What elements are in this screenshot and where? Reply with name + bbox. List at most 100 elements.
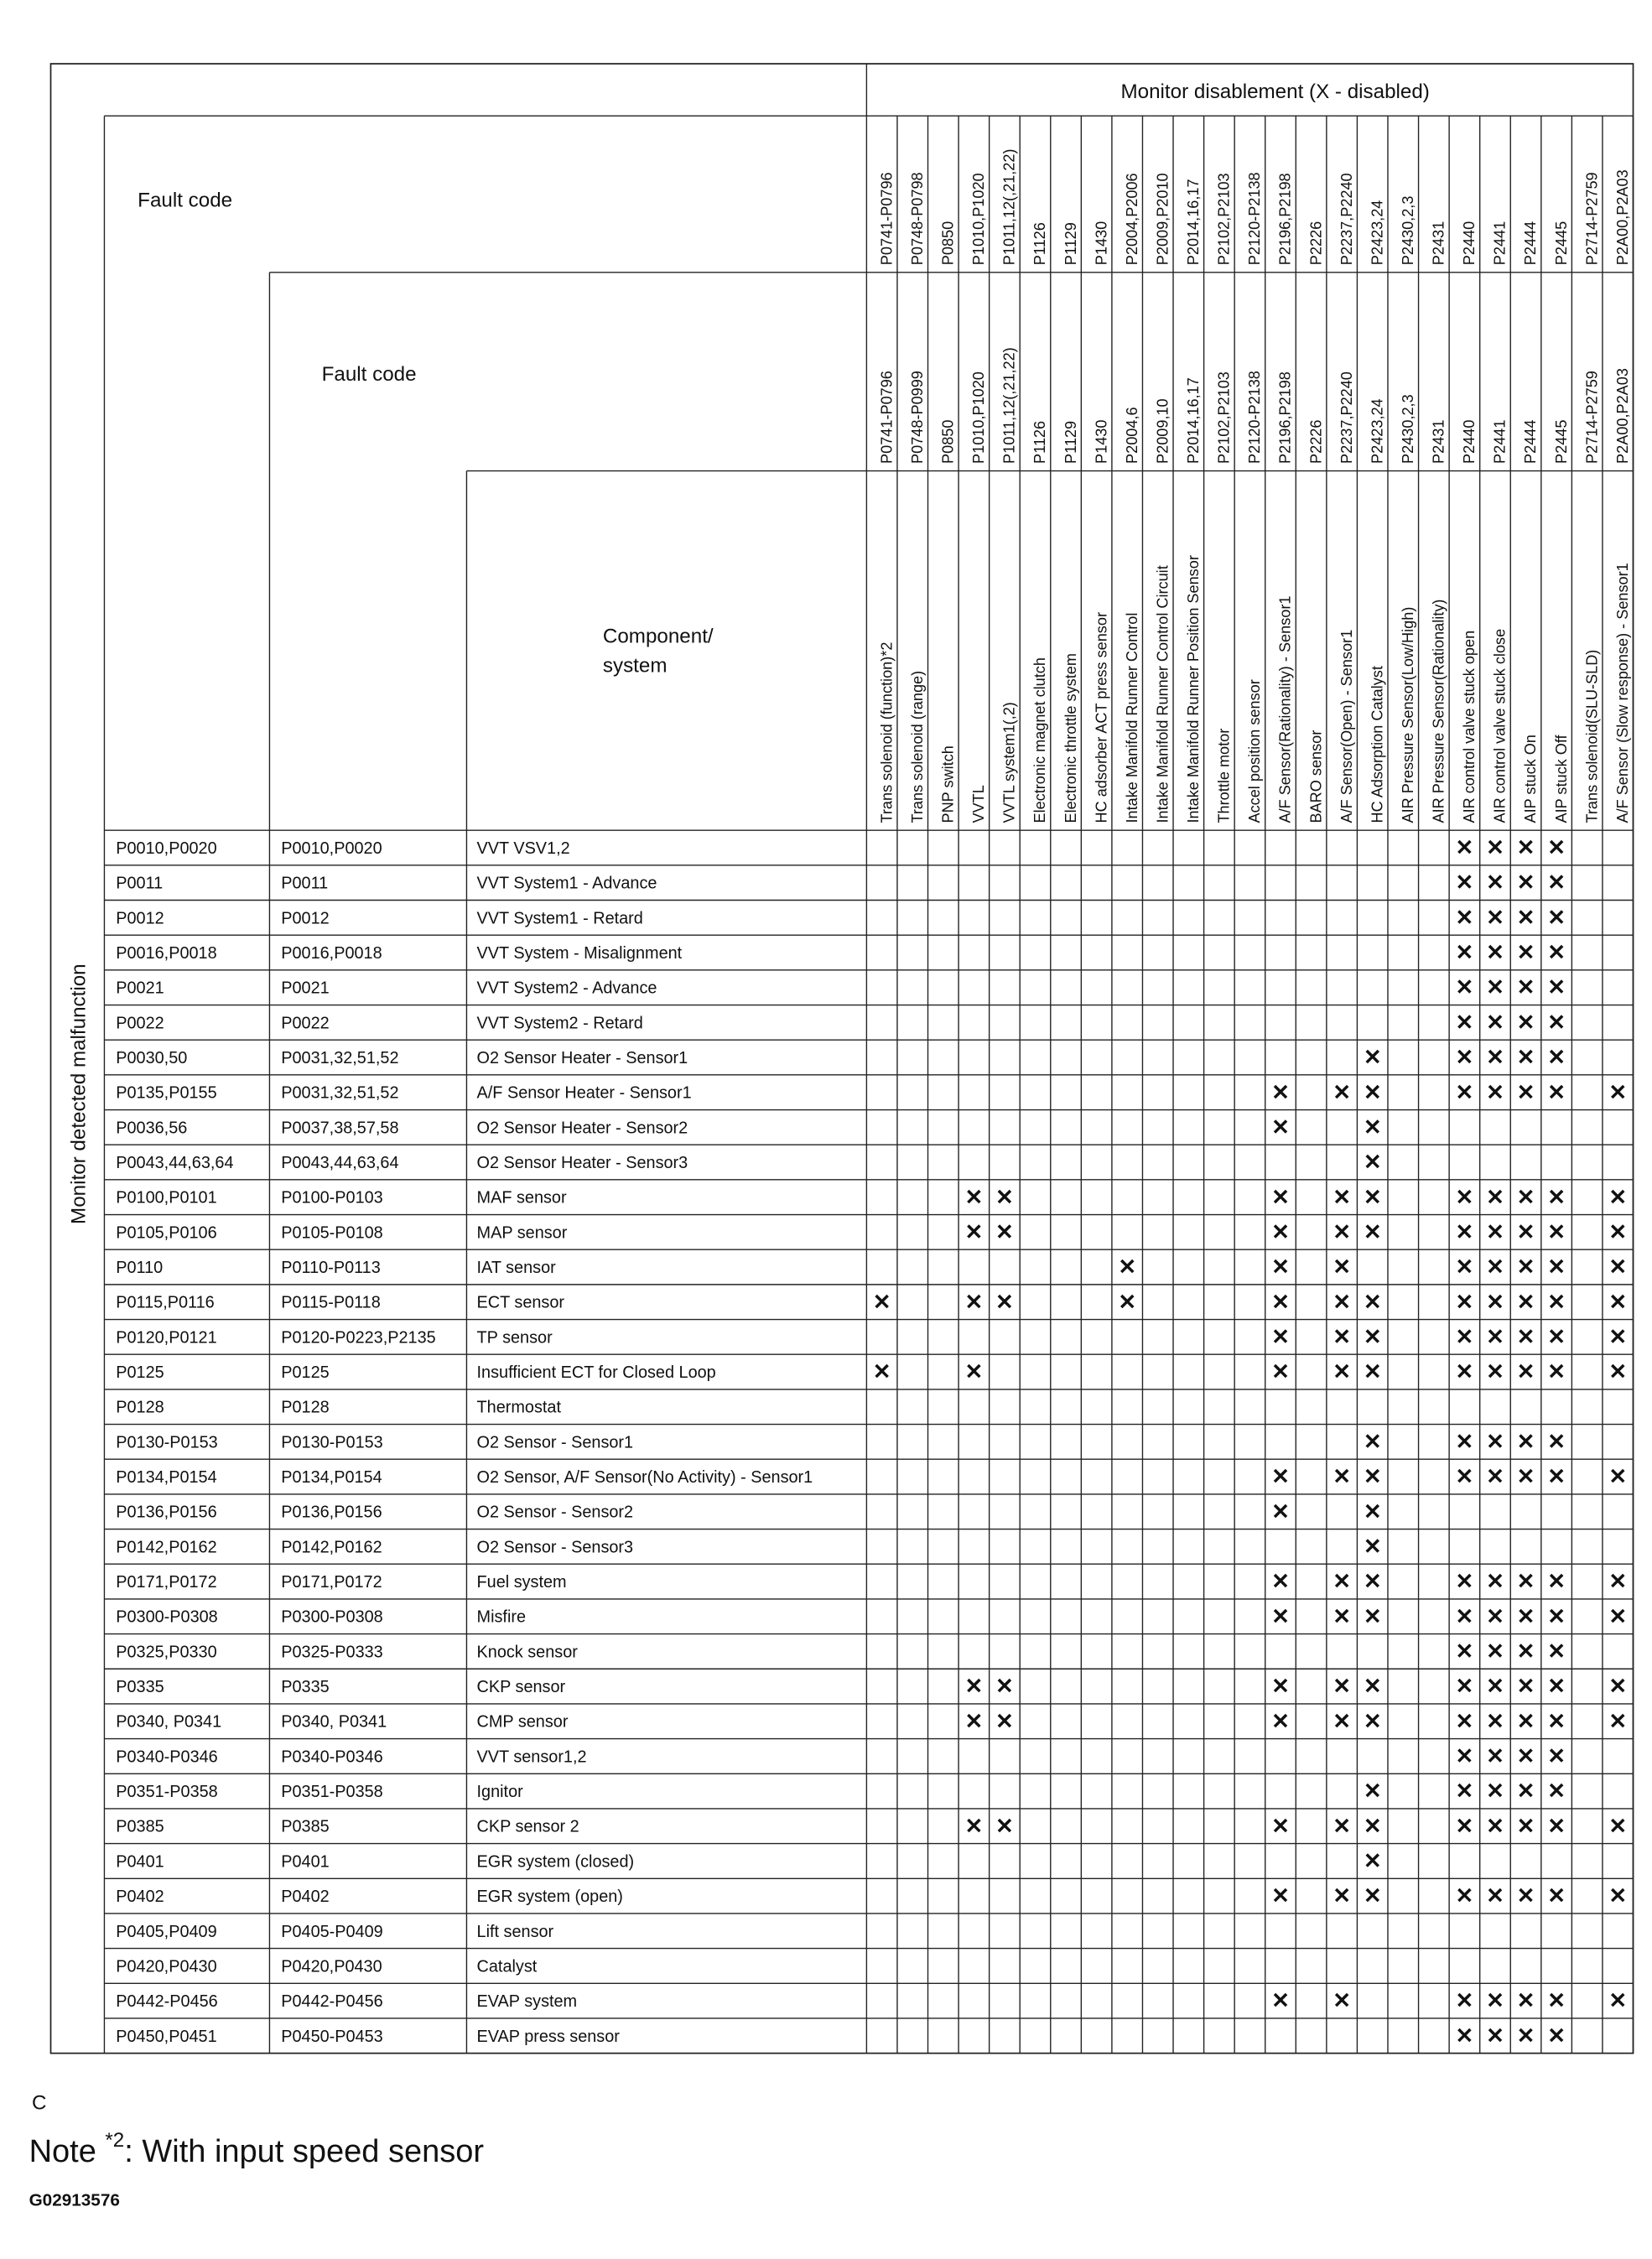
row-component: VVT System1 - Advance — [477, 875, 657, 893]
row-code: P0420,P0430 — [281, 1957, 382, 1976]
column-code: P2444 — [1522, 420, 1539, 464]
disabled-mark: ✕ — [1271, 1571, 1290, 1594]
row-code: P0130-P0153 — [116, 1433, 217, 1451]
row-code: P0135,P0155 — [116, 1084, 216, 1103]
row-code: P0325-P0333 — [281, 1643, 382, 1661]
disabled-mark: ✕ — [965, 1710, 984, 1733]
column-code: P0741-P0796 — [878, 172, 895, 265]
row-code: P0021 — [281, 979, 329, 998]
disabled-mark: ✕ — [1486, 1221, 1504, 1244]
disabled-mark: ✕ — [1547, 906, 1566, 930]
row-code: P0340-P0346 — [281, 1747, 382, 1766]
disabled-mark: ✕ — [1517, 1011, 1535, 1035]
disabled-mark: ✕ — [1517, 1290, 1535, 1314]
row-code: P0110-P0113 — [281, 1259, 381, 1277]
column-component: PNP switch — [940, 745, 957, 823]
disabled-mark: ✕ — [1456, 1466, 1474, 1489]
disabled-mark: ✕ — [1517, 1675, 1535, 1699]
row-code: P0351-P0358 — [281, 1783, 382, 1801]
disabled-mark: ✕ — [1364, 1885, 1382, 1908]
row-code: P0120,P0121 — [116, 1328, 216, 1347]
row-code: P0130-P0153 — [281, 1433, 382, 1451]
disabled-mark: ✕ — [1271, 1885, 1290, 1908]
disabled-mark: ✕ — [1517, 1046, 1535, 1070]
disabled-mark: ✕ — [1486, 1605, 1504, 1628]
disabled-mark: ✕ — [1547, 1081, 1566, 1104]
disabled-mark: ✕ — [1517, 1256, 1535, 1280]
column-component: A/F Sensor (Slow response) - Sensor1 — [1614, 563, 1631, 823]
row-code: P0016,P0018 — [281, 944, 382, 963]
disabled-mark: ✕ — [1547, 871, 1566, 895]
column-code: P2226 — [1307, 221, 1324, 265]
disabled-mark: ✕ — [1456, 1186, 1474, 1209]
disabled-mark: ✕ — [1364, 1780, 1382, 1804]
disabled-mark: ✕ — [1517, 1710, 1535, 1733]
disabled-mark: ✕ — [1608, 1710, 1627, 1733]
disabled-mark: ✕ — [1486, 837, 1504, 860]
row-code: P0325,P0330 — [116, 1643, 216, 1661]
disabled-mark: ✕ — [1547, 1885, 1566, 1908]
row-code: P0401 — [281, 1852, 329, 1871]
disabled-mark: ✕ — [1517, 1326, 1535, 1349]
row-component: O2 Sensor Heater - Sensor1 — [477, 1049, 688, 1067]
column-component: Intake Manifold Runner Control — [1124, 613, 1140, 823]
row-code: P0012 — [116, 909, 164, 927]
disabled-mark: ✕ — [1364, 1326, 1382, 1349]
note-prefix: Note — [29, 2134, 106, 2169]
disabled-mark: ✕ — [1486, 2024, 1504, 2048]
column-code: P2430,2,3 — [1400, 394, 1416, 464]
disabled-mark: ✕ — [1333, 1885, 1351, 1908]
disabled-mark: ✕ — [1456, 1780, 1474, 1804]
column-component: Trans solenoid (range) — [909, 671, 926, 823]
disabled-mark: ✕ — [1517, 1605, 1535, 1628]
disabled-mark: ✕ — [1333, 1675, 1351, 1699]
fault-code-label: Fault code — [138, 190, 232, 212]
column-code: P2441 — [1492, 221, 1509, 265]
disabled-mark: ✕ — [1547, 1186, 1566, 1209]
disabled-mark: ✕ — [1456, 1815, 1474, 1838]
row-code: P0031,32,51,52 — [281, 1049, 398, 1067]
disabled-mark: ✕ — [1486, 1815, 1504, 1838]
disabled-mark: ✕ — [1547, 1046, 1566, 1070]
disabled-mark: ✕ — [1364, 1290, 1382, 1314]
row-code: P0385 — [281, 1818, 329, 1836]
row-code: P0442-P0456 — [116, 1992, 217, 2011]
disabled-mark: ✕ — [1608, 1815, 1627, 1838]
row-code: P0037,38,57,58 — [281, 1119, 398, 1137]
disabled-mark: ✕ — [1608, 1221, 1627, 1244]
column-component: AIR Pressure Sensor(Low/High) — [1400, 607, 1416, 823]
column-component: Electronic magnet clutch — [1031, 657, 1048, 823]
column-code: P2714-P2759 — [1583, 371, 1600, 464]
disabled-mark: ✕ — [1486, 1326, 1504, 1349]
disabled-mark: ✕ — [1271, 1605, 1290, 1628]
column-component: Intake Manifold Runner Control Circuit — [1154, 565, 1171, 823]
row-component: EVAP press sensor — [477, 2028, 621, 2046]
row-component: O2 Sensor - Sensor1 — [477, 1433, 634, 1451]
disabled-mark: ✕ — [1547, 837, 1566, 860]
disabled-mark: ✕ — [1456, 906, 1474, 930]
disabled-mark: ✕ — [1517, 1361, 1535, 1384]
row-component: Fuel system — [477, 1573, 567, 1592]
disabled-mark: ✕ — [1364, 1361, 1382, 1384]
disabled-mark: ✕ — [1486, 1046, 1504, 1070]
footnote: Note *2: With input speed sensor — [29, 2129, 485, 2168]
disabled-mark: ✕ — [1456, 1571, 1474, 1594]
row-code: P0142,P0162 — [281, 1538, 382, 1556]
disabled-mark: ✕ — [1271, 1361, 1290, 1384]
disabled-mark: ✕ — [1271, 1081, 1290, 1104]
disabled-mark: ✕ — [1517, 1745, 1535, 1768]
column-code: P2196,P2198 — [1277, 173, 1294, 265]
disabled-mark: ✕ — [1486, 1431, 1504, 1454]
disabled-mark: ✕ — [1608, 1885, 1627, 1908]
disabled-mark: ✕ — [1608, 1290, 1627, 1314]
disabled-mark: ✕ — [1608, 1466, 1627, 1489]
disabled-mark: ✕ — [1456, 1081, 1474, 1104]
disabled-mark: ✕ — [1547, 1675, 1566, 1699]
disabled-mark: ✕ — [1364, 1221, 1382, 1244]
disabled-mark: ✕ — [1456, 1221, 1474, 1244]
row-code: P0134,P0154 — [281, 1468, 382, 1487]
disabled-mark: ✕ — [1547, 1326, 1566, 1349]
disabled-mark: ✕ — [1547, 1745, 1566, 1768]
disabled-mark: ✕ — [1517, 837, 1535, 860]
disabled-mark: ✕ — [873, 1361, 891, 1384]
